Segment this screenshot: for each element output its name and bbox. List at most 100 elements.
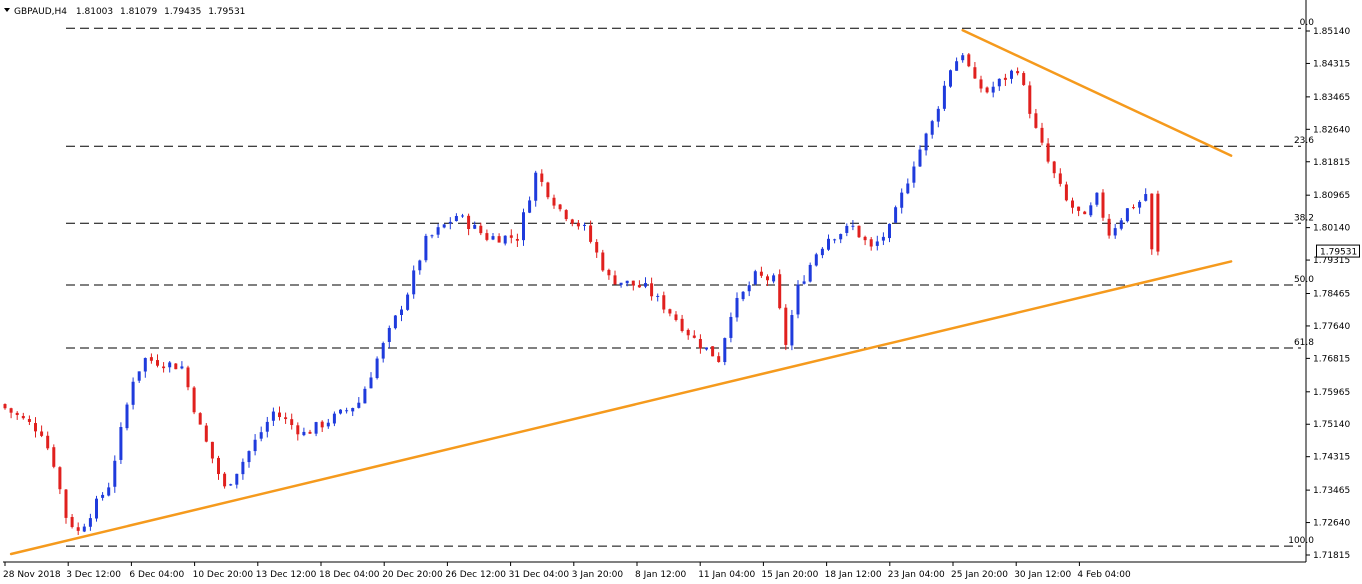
bear-candle [46, 431, 50, 451]
x-tick-label: 28 Nov 2018 [3, 570, 61, 580]
bear-candle [58, 466, 62, 495]
bear-candle [217, 455, 220, 480]
bear-candle [711, 346, 715, 357]
bear-candle [1064, 181, 1068, 202]
candle-body [21, 416, 25, 419]
bear-candle [1150, 193, 1154, 255]
candle-body [1101, 192, 1105, 218]
axes: 1.85140 1.84315 1.83465 1.82640 1.81815 1.809… [3, 0, 1350, 580]
bull-candle [326, 418, 330, 429]
candle-body [552, 197, 556, 206]
candle-body [820, 248, 824, 256]
candle-body [741, 291, 745, 300]
low-value: 1.79435 [164, 7, 201, 17]
bull-candle [729, 312, 733, 343]
candle-body [223, 473, 227, 487]
bear-candle [1003, 73, 1007, 86]
candle-body [339, 409, 342, 414]
bull-candle [827, 234, 830, 251]
candle-body [857, 225, 861, 238]
bull-candle [723, 337, 727, 366]
bear-candle [40, 425, 44, 438]
bear-candle [613, 270, 617, 285]
candle-body [27, 418, 31, 422]
candle-body [235, 473, 239, 485]
candle-body [149, 357, 153, 361]
candle-body [717, 356, 721, 362]
bull-candle [418, 259, 422, 275]
current-price-badge: 1.79531 [1316, 244, 1360, 258]
candle-body [210, 441, 214, 459]
bull-candle [302, 427, 306, 437]
bull-candle [705, 347, 708, 351]
y-tick-label: 1.72640 [1313, 519, 1350, 529]
bull-candle [918, 145, 922, 168]
candle-body [759, 271, 763, 276]
bear-candle [223, 472, 227, 489]
candle-body [1113, 228, 1117, 236]
candle-body [326, 422, 330, 427]
candle-body [454, 215, 458, 222]
candle-body [619, 282, 623, 285]
candle-body [180, 366, 184, 369]
bear-candle [686, 328, 690, 340]
bull-candle [259, 426, 263, 442]
bear-candle [70, 514, 74, 529]
bear-candle [552, 194, 556, 209]
bear-candle [198, 412, 202, 425]
bear-candle [546, 181, 550, 200]
fib-level-label: 38.2 [1294, 213, 1314, 223]
y-tick-label: 1.80140 [1313, 224, 1350, 234]
bear-candle [3, 403, 7, 410]
candle-body [52, 447, 56, 467]
candle-body [790, 315, 794, 346]
bear-candle [680, 314, 684, 333]
candle-body [875, 241, 879, 246]
y-tick-label: 1.82640 [1313, 125, 1350, 135]
candle-body [949, 70, 952, 87]
bull-candle [473, 221, 477, 230]
bear-candle [485, 229, 489, 242]
bull-candle [906, 178, 910, 195]
candle-body [278, 412, 281, 418]
bear-candle [607, 268, 611, 280]
bull-candle [888, 223, 891, 243]
bull-candle [88, 513, 92, 531]
candle-body [265, 421, 269, 432]
candle-body [1052, 161, 1056, 174]
candle-body [332, 413, 336, 424]
candle-body [625, 280, 629, 284]
bear-candle [1034, 108, 1038, 129]
candle-body [253, 439, 257, 452]
candle-body [1003, 77, 1007, 80]
bear-candle [668, 308, 672, 317]
candle-body [570, 219, 574, 224]
candle-body [162, 366, 166, 369]
candle-body [1040, 127, 1044, 143]
chart-header: GBPAUD,H4 1.81003 1.81079 1.79435 1.7953… [4, 7, 245, 17]
dropdown-triangle-icon[interactable] [4, 8, 10, 12]
candle-body [509, 235, 513, 238]
bull-candle [387, 325, 391, 348]
bear-candle [1058, 168, 1062, 187]
candle-body [1089, 205, 1093, 216]
bear-candle [576, 219, 580, 230]
x-tick-label: 10 Dec 20:00 [193, 570, 254, 580]
candle-body [967, 54, 971, 67]
bull-candle [424, 233, 428, 263]
candle-body [217, 457, 220, 475]
candle-body [650, 283, 654, 297]
candle-body [955, 61, 959, 71]
bear-candle [1132, 204, 1135, 210]
candle-body [808, 264, 812, 282]
candle-body [143, 358, 147, 372]
bear-candle [979, 75, 983, 93]
candle-body [576, 222, 580, 227]
bull-candle [881, 232, 885, 246]
x-tick-label: 8 Jan 12:00 [635, 570, 687, 580]
y-tick-label: 1.75140 [1313, 420, 1350, 430]
candle-body [1034, 113, 1038, 128]
candle-body [662, 295, 666, 310]
x-tick-label: 31 Dec 04:00 [509, 570, 570, 580]
bear-candle [21, 412, 25, 420]
